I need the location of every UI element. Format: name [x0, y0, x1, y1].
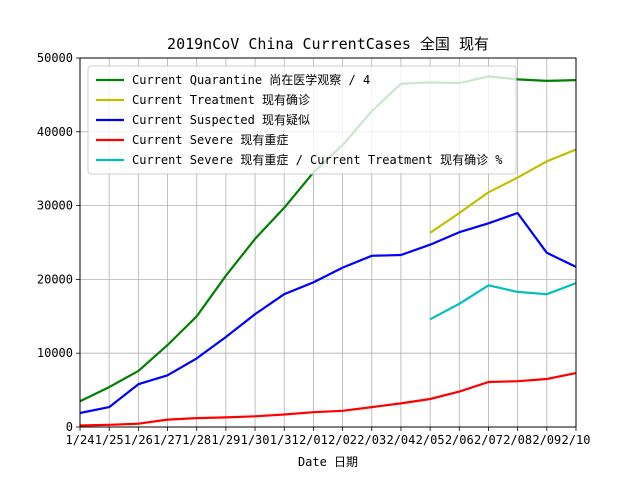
y-tick-label: 20000: [37, 272, 73, 286]
y-tick-label: 0: [66, 420, 73, 434]
x-tick-label: 2/09: [532, 433, 561, 447]
x-tick-label: 2/04: [386, 433, 415, 447]
x-tick-label: 2/03: [357, 433, 386, 447]
x-tick-label: 2/01: [299, 433, 328, 447]
legend-label-1: Current Treatment 现有确诊: [132, 93, 310, 107]
x-tick-label: 1/26: [124, 433, 153, 447]
chart-title: 2019nCoV China CurrentCases 全国 现有: [167, 35, 489, 53]
x-tick-label: 1/28: [182, 433, 211, 447]
x-tick-label: 1/30: [241, 433, 270, 447]
x-tick-label: 2/10: [562, 433, 591, 447]
legend-label-4: Current Severe 现有重症 / Current Treatment …: [132, 152, 503, 167]
series-line-4: [429, 282, 577, 321]
x-tick-label: 1/27: [153, 433, 182, 447]
legend-label-3: Current Severe 现有重症: [132, 132, 288, 147]
legend-label-2: Current Suspected 现有疑似: [132, 112, 310, 127]
x-tick-label: 2/08: [503, 433, 532, 447]
x-tick-label: 2/02: [328, 433, 357, 447]
legend: Current Quarantine 尚在医学观察 / 4 Current Tre…: [87, 65, 517, 175]
legend-box: [87, 65, 517, 175]
x-tick-label: 2/05: [416, 433, 445, 447]
series-line-2: [79, 211, 577, 415]
series-line-3: [79, 372, 577, 427]
y-tick-label: 40000: [37, 125, 73, 139]
x-tick-label: 1/25: [95, 433, 124, 447]
series-line-1: [429, 148, 577, 234]
plot-frame: [79, 57, 577, 428]
y-tick-label: 50000: [37, 51, 73, 65]
x-tick-label: 2/07: [474, 433, 503, 447]
legend-label-0: Current Quarantine 尚在医学观察 / 4: [132, 72, 370, 87]
x-axis-label: Date 日期: [298, 455, 358, 469]
y-tick-label: 30000: [37, 199, 73, 213]
x-tick-label: 1/31: [270, 433, 299, 447]
y-tick-label: 10000: [37, 346, 73, 360]
x-tick-label: 1/24: [66, 433, 95, 447]
x-tick-label: 2/06: [445, 433, 474, 447]
x-tick-label: 1/29: [211, 433, 240, 447]
